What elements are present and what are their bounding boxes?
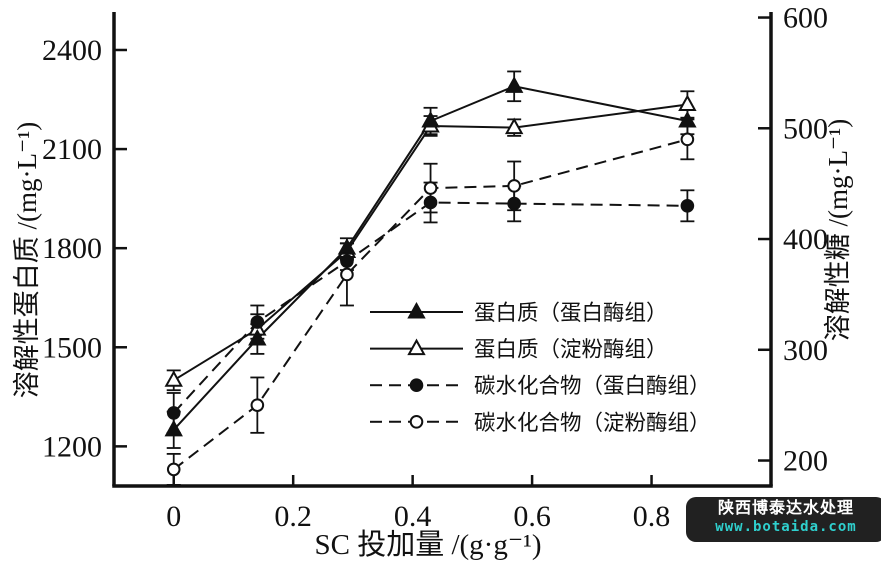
circle-filled-marker: [340, 254, 354, 268]
left-tick-label: 1800: [42, 232, 102, 265]
circle-open-marker: [680, 132, 695, 147]
circle-filled-marker: [250, 315, 265, 329]
triangle-filled-marker: [504, 76, 524, 93]
watermark: 陕西博泰达水处理 www.botaida.com: [686, 497, 881, 542]
triangle-open-marker: [164, 370, 183, 387]
right-tick-label: 400: [783, 223, 828, 256]
legend-label: 蛋白质（蛋白酶组）: [474, 301, 668, 325]
x-tick-label: 0.4: [394, 500, 432, 533]
left-tick-label: 2100: [42, 133, 102, 166]
right-tick-label: 200: [783, 445, 828, 478]
circle-filled-marker: [423, 195, 438, 210]
legend-label: 蛋白质（淀粉酶组）: [474, 338, 668, 362]
circle-open-marker: [409, 415, 424, 429]
circle-open-marker: [340, 267, 354, 282]
circle-filled-marker: [680, 199, 695, 213]
circle-open-marker: [423, 181, 438, 195]
triangle-open-marker: [504, 117, 524, 135]
triangle-filled-marker: [678, 110, 697, 128]
triangle-filled-marker: [248, 328, 267, 346]
right-tick-label: 600: [783, 2, 828, 35]
left-tick-label: 1200: [42, 430, 102, 463]
series-line-0: [172, 85, 688, 431]
legend-label: 碳水化合物（淀粉酶组）: [474, 411, 711, 435]
series-line-2: [172, 201, 688, 414]
x-tick-label: 0.8: [633, 500, 671, 533]
circle-filled-marker: [409, 378, 424, 393]
left-tick-label: 1500: [42, 331, 102, 364]
x-tick-label: 0: [166, 500, 181, 533]
x-tick-label: 0.6: [513, 500, 551, 533]
watermark-url: www.botaida.com: [715, 519, 857, 535]
triangle-filled-marker: [407, 301, 426, 319]
x-tick-label: 0.2: [274, 500, 312, 533]
circle-open-marker: [507, 179, 521, 193]
right-tick-label: 300: [783, 334, 828, 367]
left-axis-title: 溶解性蛋白质 /(mg·L⁻¹): [12, 122, 42, 399]
circle-filled-marker: [166, 406, 181, 420]
triangle-filled-marker: [164, 419, 183, 437]
right-tick-label: 500: [783, 112, 828, 145]
triangle-open-marker: [678, 94, 697, 111]
series-line-3: [173, 138, 688, 471]
triangle-open-marker: [407, 338, 426, 356]
triangle-filled-marker: [421, 110, 440, 128]
circle-open-marker: [250, 398, 265, 412]
x-axis-title: SC 投加量 /(g·g⁻¹): [314, 528, 541, 561]
watermark-company: 陕西博泰达水处理: [717, 500, 854, 517]
triangle-filled-marker: [337, 238, 357, 255]
legend-label: 碳水化合物（蛋白酶组）: [474, 374, 711, 398]
right-axis-title: 溶解性糖 /(mg·L⁻¹): [823, 119, 853, 342]
left-tick-label: 2400: [42, 34, 102, 67]
circle-filled-marker: [507, 196, 521, 211]
circle-open-marker: [166, 462, 181, 477]
